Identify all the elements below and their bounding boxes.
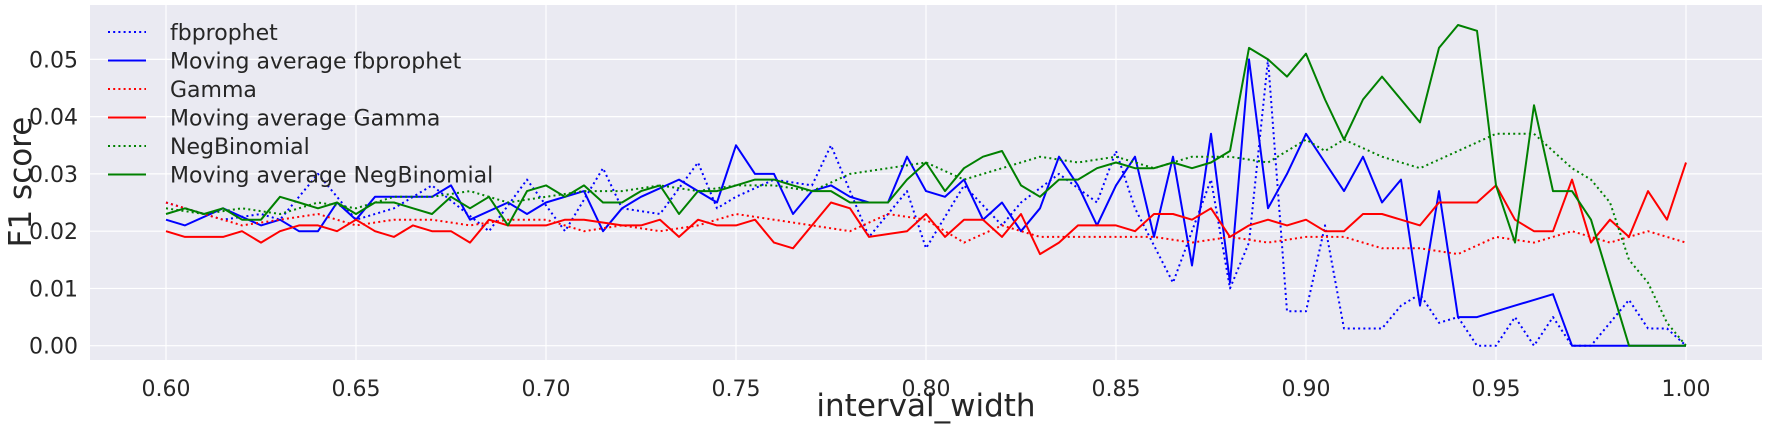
y-axis-label: F1 score bbox=[3, 117, 39, 248]
series-line-5 bbox=[165, 24, 1686, 347]
y-tick-label: 0.05 bbox=[29, 48, 78, 73]
legend-label: fbprophet bbox=[170, 21, 278, 46]
x-tick-label: 1.00 bbox=[1662, 377, 1711, 402]
legend-label: NegBinomial bbox=[170, 135, 310, 160]
x-tick-label: 0.75 bbox=[712, 377, 761, 402]
x-tick-label: 0.90 bbox=[1282, 377, 1331, 402]
x-axis-label: interval_width bbox=[816, 388, 1035, 424]
grid-lines bbox=[90, 5, 1762, 360]
y-tick-label: 0.04 bbox=[29, 106, 78, 131]
legend: fbprophet Moving average fbprophet Gamma Mo… bbox=[108, 21, 493, 189]
x-tick-label: 0.95 bbox=[1472, 377, 1521, 402]
y-tick-label: 0.03 bbox=[29, 163, 78, 188]
y-tick-label: 0.00 bbox=[29, 335, 78, 360]
x-tick-label: 0.65 bbox=[332, 377, 381, 402]
series-lines bbox=[165, 24, 1687, 347]
x-tick-label: 0.85 bbox=[1092, 377, 1141, 402]
series-line-3 bbox=[165, 162, 1687, 256]
x-tick-label: 0.80 bbox=[902, 377, 951, 402]
y-tick-label: 0.01 bbox=[29, 277, 78, 302]
legend-label: Moving average NegBinomial bbox=[170, 164, 493, 189]
y-tick-label: 0.02 bbox=[29, 220, 78, 245]
legend-label: Gamma bbox=[170, 78, 257, 103]
legend-label: Moving average fbprophet bbox=[170, 50, 462, 75]
x-tick-label: 0.70 bbox=[522, 377, 571, 402]
series-line-0 bbox=[165, 58, 1687, 347]
x-tick-label: 0.60 bbox=[142, 377, 191, 402]
tick-labels: 0.60 0.65 0.70 0.75 0.80 0.85 0.90 0.95 1.00 0.00… bbox=[29, 48, 1710, 402]
legend-label: Moving average Gamma bbox=[170, 107, 440, 132]
